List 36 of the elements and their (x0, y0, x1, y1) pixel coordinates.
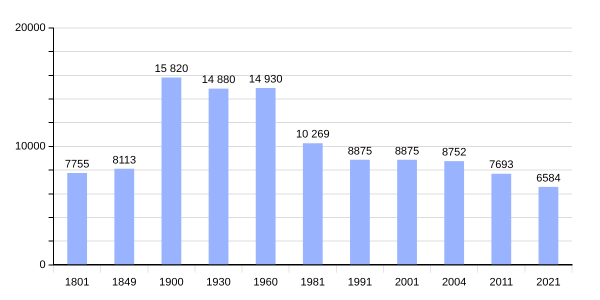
data-label: 6584 (536, 172, 561, 184)
bar (444, 161, 464, 264)
x-tick-label: 1849 (112, 276, 137, 288)
y-tick-label: 20000 (14, 22, 46, 34)
x-tick-label: 1930 (206, 276, 231, 288)
y-tick-label: 10000 (14, 140, 46, 152)
bar (397, 160, 417, 264)
bar (162, 77, 182, 264)
data-label: 8875 (348, 145, 372, 158)
x-tick-label: 1960 (253, 276, 278, 288)
bar (256, 88, 276, 264)
x-tick-label: 2021 (536, 276, 561, 288)
x-tick-label: 1801 (64, 276, 90, 288)
bar (114, 168, 134, 264)
data-label: 8113 (112, 154, 136, 166)
x-tick-label: 1991 (348, 276, 372, 288)
bar (208, 88, 228, 264)
data-label: 14 880 (202, 74, 236, 86)
y-tick-label: 0 (39, 258, 46, 271)
bar (302, 143, 323, 264)
x-tick-label: 1981 (300, 276, 326, 288)
x-tick-label: 1900 (159, 276, 184, 288)
x-tick-label: 2011 (489, 276, 514, 288)
bar (350, 160, 370, 264)
x-tick-label: 2004 (442, 276, 466, 288)
bar (67, 172, 88, 264)
data-label: 15 820 (154, 63, 188, 76)
data-label: 7693 (489, 159, 514, 172)
bar (538, 186, 558, 264)
data-label: 10 269 (296, 128, 330, 141)
data-label: 7755 (64, 158, 90, 171)
data-label: 8752 (442, 146, 466, 159)
x-tick-label: 2001 (394, 276, 420, 288)
bar (491, 174, 512, 264)
data-label: 14 930 (248, 74, 282, 86)
data-label: 8875 (394, 145, 420, 158)
